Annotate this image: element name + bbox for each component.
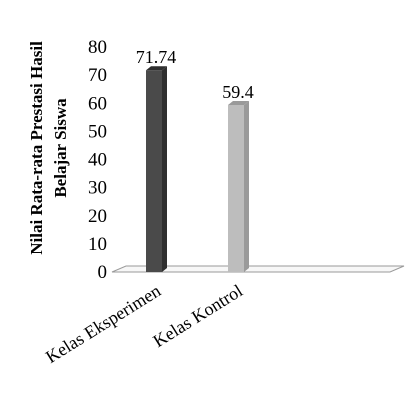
y-tick-label: 60	[88, 93, 107, 114]
y-axis-ticks: 0 10 20 30 40 50 60 70 80	[88, 37, 107, 283]
category-label: Kelas Eksperimen	[42, 280, 164, 367]
bar-side	[162, 66, 167, 272]
y-tick-label: 50	[88, 121, 107, 142]
bar-top	[146, 66, 167, 71]
y-tick-label: 80	[88, 37, 107, 58]
bar	[146, 66, 167, 272]
bars	[146, 66, 249, 272]
bar	[228, 100, 249, 272]
data-label: 59.4	[222, 82, 254, 102]
y-tick-label: 20	[88, 206, 107, 227]
y-tick-label: 70	[88, 65, 107, 86]
data-labels: 71.74 59.4	[136, 47, 254, 102]
data-label: 71.74	[136, 47, 177, 67]
bar-front	[146, 70, 162, 272]
bar-top	[228, 100, 249, 105]
y-tick-label: 10	[88, 234, 107, 255]
chart-floor	[111, 265, 405, 273]
bar-side	[244, 100, 249, 272]
y-axis-title-line-1: Nilai Rata-rata Prestasi Hasil	[27, 41, 46, 255]
y-tick-label: 40	[88, 150, 107, 171]
y-tick-label: 0	[98, 262, 108, 283]
bar-front	[228, 104, 244, 272]
category-label: Kelas Kontrol	[149, 280, 246, 351]
y-tick-label: 30	[88, 178, 107, 199]
y-axis-title-line-2: Belajar Siswa	[51, 98, 70, 198]
